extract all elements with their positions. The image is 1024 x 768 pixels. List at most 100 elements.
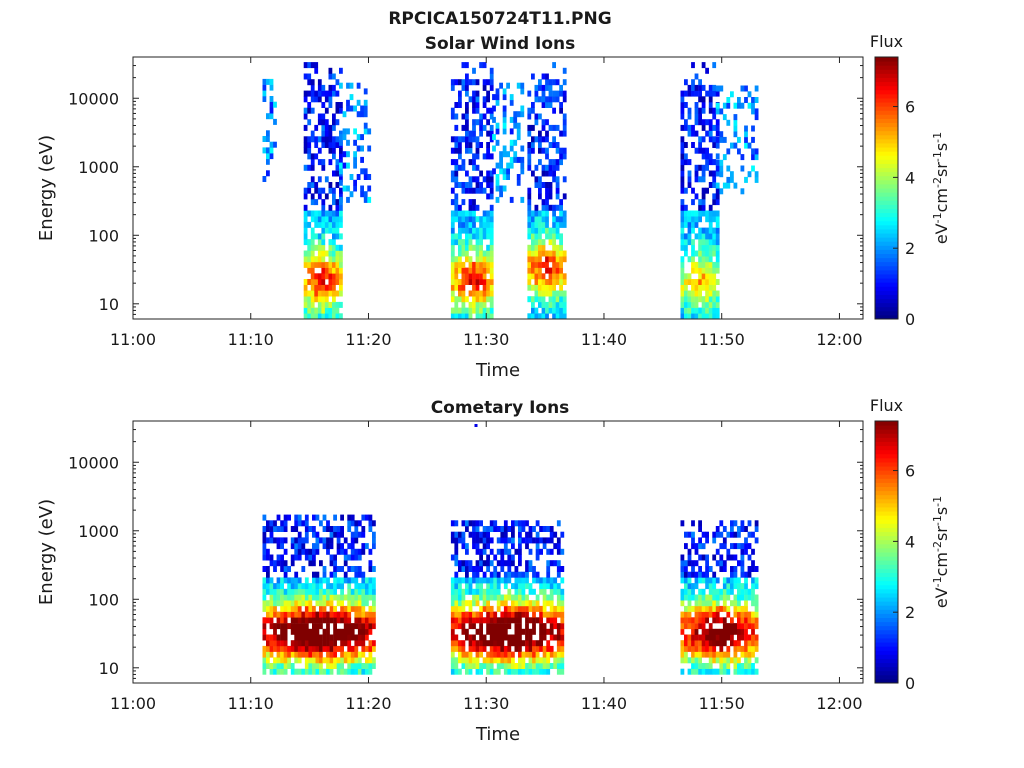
colorbar-segment: [875, 269, 898, 275]
spectrogram-cell: [535, 594, 540, 601]
spectrogram-cell: [308, 628, 313, 635]
spectrogram-cell: [332, 170, 336, 177]
spectrogram-cell: [539, 668, 543, 675]
spectrogram-cell: [472, 204, 476, 211]
colorbar-segment: [875, 535, 898, 541]
spectrogram-cell: [495, 196, 500, 203]
spectrogram-cell: [705, 279, 709, 285]
spectrogram-cell: [322, 668, 327, 675]
spectrogram-cell: [333, 577, 337, 584]
spectrogram-cell: [283, 571, 288, 578]
spectrogram-cell: [303, 227, 308, 234]
spectrogram-cell: [754, 537, 759, 544]
spectrogram-cell: [368, 623, 373, 630]
spectrogram-cell: [680, 216, 685, 223]
spectrogram-cell: [276, 668, 281, 675]
spectrogram-cell: [562, 296, 567, 303]
spectrogram-cell: [472, 90, 476, 97]
spectrogram-cell: [454, 301, 459, 308]
spectrogram-cell: [354, 605, 359, 612]
spectrogram-cell: [343, 628, 348, 635]
spectrogram-cell: [294, 611, 299, 618]
spectrogram-cell: [314, 124, 319, 131]
spectrogram-cell: [361, 531, 366, 538]
spectrogram-cell: [326, 611, 330, 618]
spectrogram-cell: [521, 583, 526, 590]
spectrogram-cell: [556, 651, 561, 658]
spectrogram-cell: [450, 147, 455, 154]
spectrogram-cell: [715, 611, 720, 618]
spectrogram-cell: [712, 531, 717, 538]
spectrogram-cell: [367, 145, 372, 152]
spectrogram-cell: [458, 651, 462, 658]
spectrogram-cell: [502, 128, 507, 135]
colorbar-segment: [875, 257, 898, 263]
spectrogram-cell: [496, 640, 501, 647]
spectrogram-cell: [518, 560, 522, 567]
spectrogram-cell: [335, 182, 340, 188]
spectrogram-cell: [562, 176, 567, 183]
spectrogram-cell: [737, 663, 741, 669]
spectrogram-cell: [506, 151, 510, 158]
spectrogram-cell: [287, 514, 291, 521]
spectrogram-cell: [489, 233, 494, 240]
spectrogram-cell: [308, 640, 313, 647]
spectrogram-cell: [534, 267, 539, 274]
spectrogram-cell: [514, 571, 519, 578]
spectrogram-cell: [472, 164, 476, 171]
spectrogram-cell: [269, 668, 274, 675]
spectrogram-cell: [701, 645, 706, 652]
spectrogram-cell: [269, 526, 274, 532]
spectrogram-cell: [465, 233, 469, 240]
spectrogram-cell: [461, 645, 466, 652]
spectrogram-cell: [680, 187, 685, 194]
spectrogram-cell: [705, 600, 709, 607]
colorbar-segment: [875, 670, 898, 676]
spectrogram-cell: [535, 531, 540, 538]
spectrogram-cell: [269, 96, 274, 102]
spectrogram-cell: [733, 668, 738, 675]
spectrogram-cell: [715, 290, 720, 297]
spectrogram-cell: [482, 531, 487, 538]
spectrogram-cell: [454, 657, 459, 664]
spectrogram-cell: [468, 583, 473, 590]
spectrogram-cell: [489, 193, 494, 200]
spectrogram-cell: [475, 164, 480, 171]
spectrogram-cell: [691, 227, 695, 234]
spectrogram-cell: [726, 611, 731, 618]
spectrogram-cell: [698, 520, 702, 527]
spectrogram-cell: [347, 566, 352, 572]
spectrogram-cell: [698, 651, 702, 658]
spectrogram-cell: [280, 520, 284, 527]
spectrogram-cell: [357, 628, 362, 635]
spectrogram-cell: [314, 136, 319, 143]
spectrogram-cell: [315, 617, 320, 624]
spectrogram-cell: [365, 623, 369, 630]
spectrogram-cell: [545, 164, 549, 171]
spectrogram-cell: [548, 204, 553, 211]
spectrogram-cell: [552, 301, 556, 308]
spectrogram-cell: [538, 96, 542, 103]
spectrogram-cell: [495, 139, 500, 146]
spectrogram-cell: [493, 583, 498, 590]
spectrogram-cell: [357, 605, 362, 612]
spectrogram-cell: [555, 313, 560, 320]
spectrogram-cell: [465, 113, 469, 120]
spectrogram-cell: [511, 571, 515, 578]
spectrogram-cell: [486, 537, 490, 544]
spectrogram-cell: [687, 657, 692, 664]
spectrogram-cell: [698, 119, 702, 126]
spectrogram-cell: [701, 204, 706, 211]
spectrogram-cell: [297, 611, 302, 618]
spectrogram-cell: [319, 600, 323, 607]
spectrogram-cell: [507, 548, 512, 555]
colorbar-segment: [875, 188, 898, 193]
spectrogram-cell: [450, 668, 455, 675]
spectrogram-cell: [454, 136, 459, 143]
spectrogram-cell: [350, 577, 355, 584]
spectrogram-cell: [310, 210, 315, 217]
spectrogram-cell: [539, 634, 543, 641]
spectrogram-cell: [454, 640, 459, 647]
spectrogram-cell: [559, 107, 563, 114]
spectrogram-cell: [737, 526, 741, 532]
